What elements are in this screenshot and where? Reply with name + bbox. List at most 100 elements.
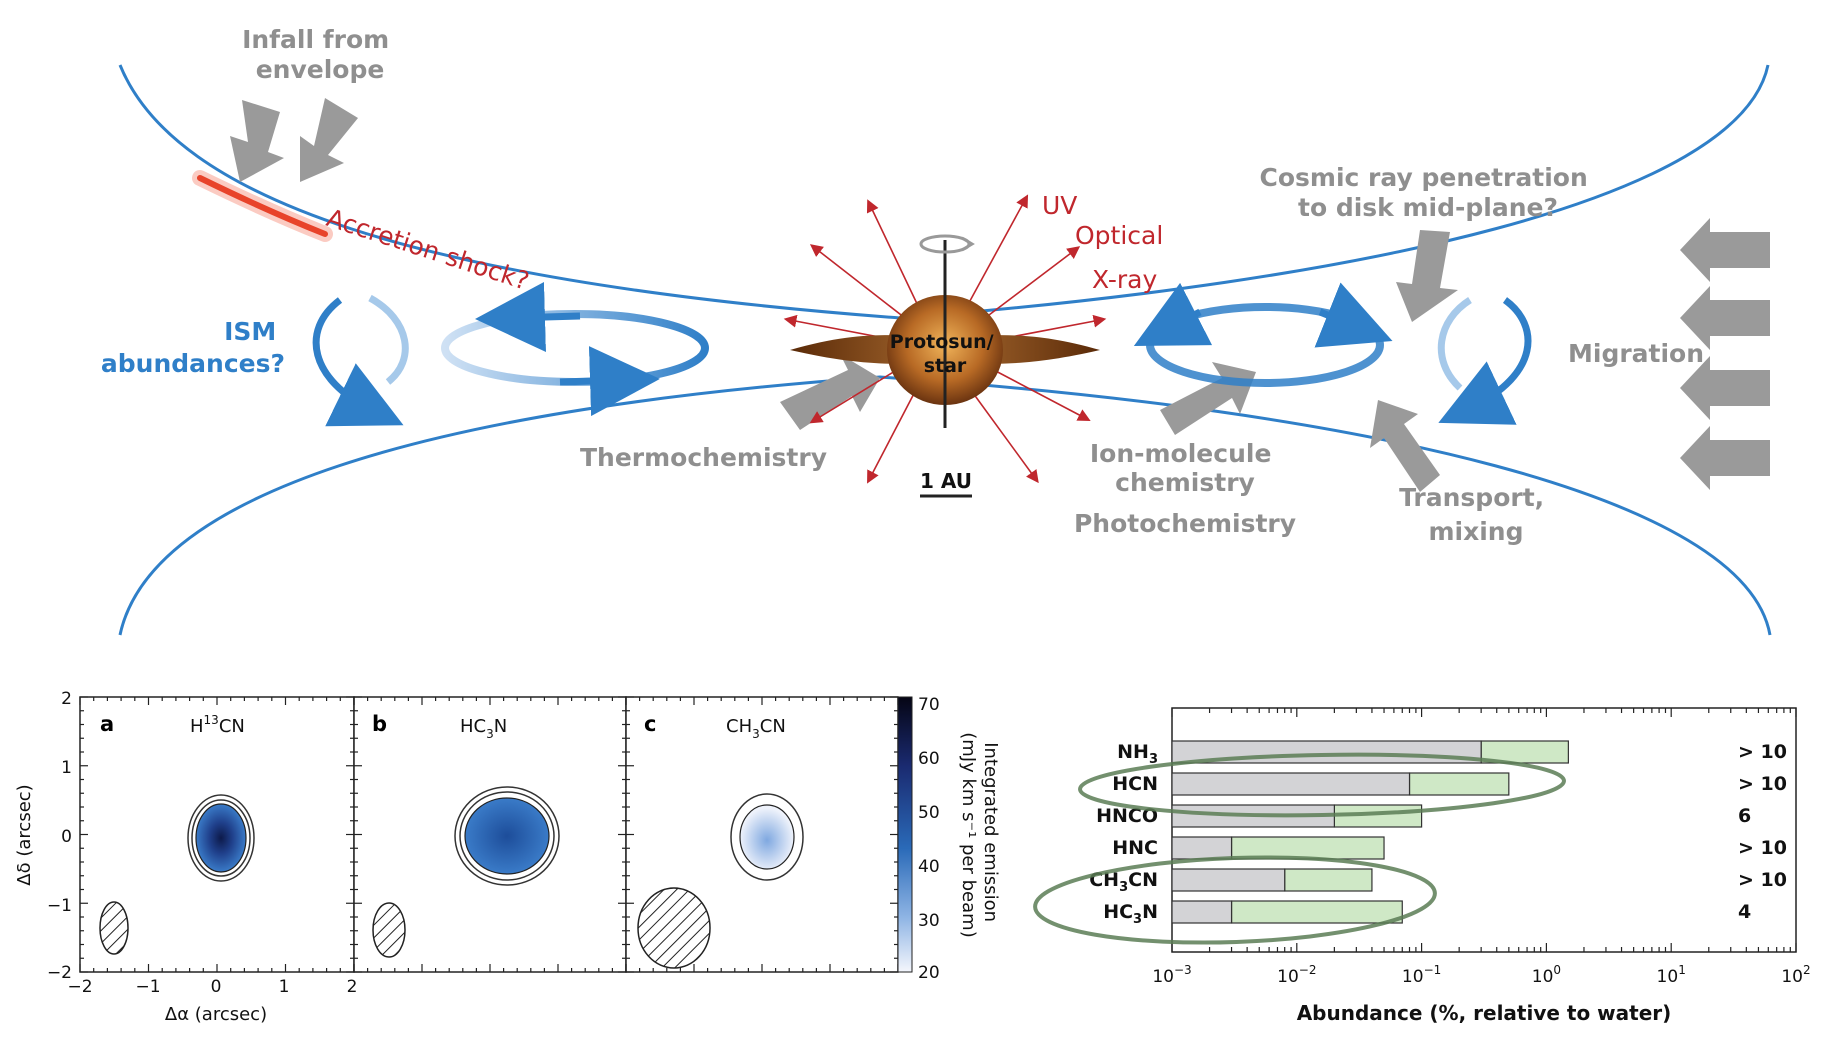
map-ytick: −1 [47, 896, 72, 916]
bar-lower-HC3N [1171, 900, 1233, 924]
chart-xtick: 10−3 [1152, 963, 1191, 987]
map-xtick: −1 [135, 977, 160, 997]
ratio-label: > 10 [1738, 773, 1787, 795]
map-xticks: −2 −1 0 1 2 [67, 977, 357, 997]
chart-xtick: 10−1 [1402, 963, 1441, 987]
optical-label: Optical [1075, 221, 1163, 250]
thermochemistry-arrow [780, 354, 880, 430]
infall-arrows [230, 98, 358, 182]
emission-blob-a [195, 803, 247, 873]
chart-xlabel: Abundance (%, relative to water) [1297, 1001, 1672, 1025]
accretion-shock-label: Accretion shock? [323, 203, 532, 296]
emission-maps: a b c H13CN HC3N CH3CN 2 1 0 −1 −2 −2 −1… [14, 689, 1001, 1025]
map-xtick: 0 [211, 977, 222, 997]
beam-ellipse-b [372, 902, 406, 958]
ratio-label: > 10 [1738, 837, 1787, 859]
chart-bars [1171, 740, 1569, 924]
disk-lower-surface [118, 375, 1772, 636]
bar-lower-HCN [1171, 772, 1411, 796]
map-tick-marks [79, 696, 899, 973]
bar-lower-HNC [1171, 836, 1233, 860]
abundance-chart: 10−3 10−2 10−1 100 101 102 NH3HCNHNCOHNCCH3CN… [1033, 707, 1811, 1025]
svg-text:ISM abundances?: ISM abundances? [101, 317, 285, 378]
colorbar-tick: 50 [918, 803, 940, 823]
protostar-label-line1: Protosun/ [890, 331, 994, 353]
circulation-inner-left [441, 282, 709, 417]
ion-molecule-arrow [1160, 362, 1256, 435]
colorbar-tick: 20 [918, 963, 940, 983]
ion-molecule-label-line1: Ion-molecule [1090, 439, 1272, 468]
transport-label-line1: Transport, [1399, 483, 1544, 512]
colorbar-label: Integrated emission (mJy km s⁻¹ per beam… [958, 732, 1001, 937]
protostar [790, 234, 1100, 428]
map-ytick: 2 [61, 689, 72, 709]
scale-label: 1 AU [920, 469, 972, 493]
svg-text:Cosmic ray penetration t: Cosmic ray penetration to disk mid-plane… [1260, 163, 1597, 222]
circulation-left [312, 294, 409, 427]
migration-label: Migration [1568, 339, 1704, 368]
panel-letter-b: b [372, 712, 387, 736]
colorbar-tick: 70 [918, 695, 940, 715]
row-label: HNC [1112, 837, 1158, 859]
panel-molecule-a: H13CN [190, 713, 245, 737]
bar-upper-HC3N [1230, 900, 1403, 924]
ion-molecule-label-line2: chemistry [1115, 468, 1255, 497]
colorbar-tick: 60 [918, 749, 940, 769]
ism-label-line1: ISM [224, 317, 276, 346]
cosmic-label-line2: to disk mid-plane? [1298, 193, 1558, 222]
beam-ellipse-c [637, 887, 711, 969]
map-ytick: 1 [61, 758, 72, 778]
photochemistry-label: Photochemistry [1074, 509, 1296, 538]
bar-upper-HCN [1408, 772, 1510, 796]
ratio-label: > 10 [1738, 741, 1787, 763]
map-xtick: −2 [67, 977, 92, 997]
panel-letter-a: a [100, 712, 114, 736]
chart-xtick-labels: 10−3 10−2 10−1 100 101 102 [1152, 963, 1810, 987]
ratio-label: 4 [1738, 901, 1751, 923]
panel-letter-c: c [644, 712, 656, 736]
row-label: HNCO [1096, 805, 1158, 827]
highlight-oval-cyanides [1033, 855, 1437, 945]
row-label: NH3 [1117, 741, 1158, 767]
infall-label-line2: envelope [256, 55, 385, 84]
map-xlabel: Δα (arcsec) [165, 1004, 267, 1025]
xray-label: X-ray [1092, 265, 1158, 294]
map-xtick: 2 [347, 977, 358, 997]
map-yticks: 2 1 0 −1 −2 [47, 689, 72, 983]
chart-xtick: 102 [1781, 963, 1810, 987]
row-label: HC3N [1103, 901, 1158, 927]
panel-molecule-c: CH3CN [726, 716, 786, 741]
infall-label-line1: Infall from [242, 25, 389, 54]
uv-label: UV [1042, 191, 1077, 220]
chart-xtick: 101 [1657, 963, 1686, 987]
chart-tick-marks [1171, 708, 1797, 952]
ism-label-line2: abundances? [101, 349, 285, 378]
svg-text:Protosun/ star: Protosun/ star [890, 331, 1000, 377]
bar-lower-CH3CN [1171, 868, 1286, 892]
highlight-oval-hcn [1078, 752, 1566, 818]
svg-text:Transport, mixing: Transport, mixing [1399, 483, 1553, 546]
circulation-inner-right [1133, 282, 1393, 387]
panel-molecule-b: HC3N [460, 716, 507, 741]
svg-text:Infall from envelope: Infall from envelope [242, 25, 398, 84]
ratio-label: 6 [1738, 805, 1751, 827]
rotation-ring-icon [919, 234, 971, 254]
formation-diagram: Infall from envelope Accretion shock? IS… [101, 25, 1772, 636]
svg-text:Ion-molecule chemistry: Ion-molecule chemistry [1090, 439, 1280, 497]
row-label: HCN [1112, 773, 1158, 795]
emission-blob-b [464, 797, 550, 875]
map-ylabel: Δδ (arcsec) [14, 784, 35, 885]
colorbar-tick: 40 [918, 857, 940, 877]
bar-upper-CH3CN [1284, 868, 1373, 892]
migration-arrows [1680, 218, 1770, 490]
beam-ellipse-a [99, 901, 129, 955]
transport-label-line2: mixing [1428, 517, 1523, 546]
map-xtick: 1 [279, 977, 290, 997]
colorbar-tick: 30 [918, 911, 940, 931]
circulation-right [1437, 297, 1532, 425]
chart-ratio-labels: > 10 > 10 6 > 10 > 10 4 [1738, 741, 1787, 923]
ratio-label: > 10 [1738, 869, 1787, 891]
protostar-label-line2: star [924, 355, 967, 377]
